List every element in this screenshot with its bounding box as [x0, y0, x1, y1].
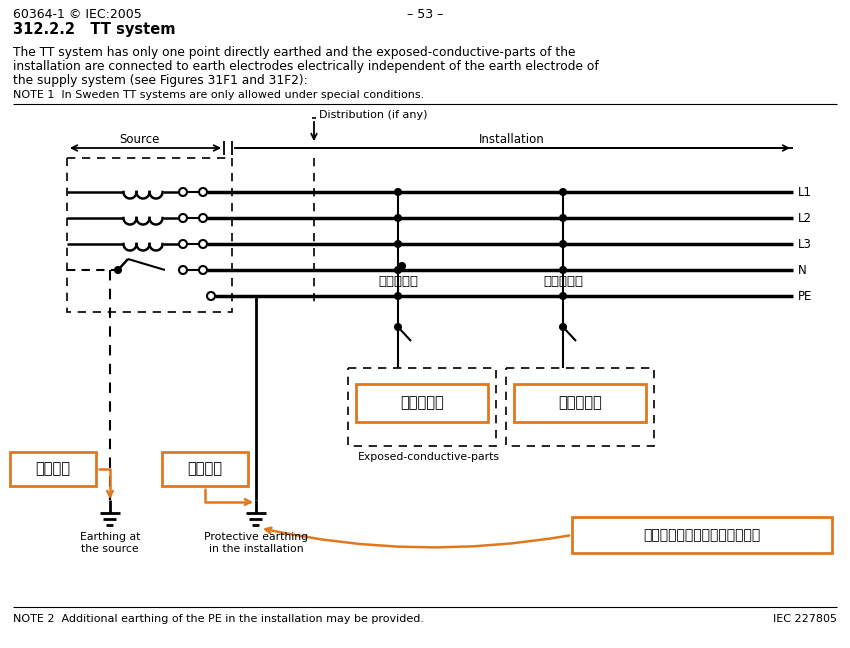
FancyBboxPatch shape: [162, 452, 248, 486]
Text: N: N: [798, 264, 807, 277]
Text: L2: L2: [798, 211, 812, 224]
Circle shape: [395, 267, 401, 273]
Circle shape: [560, 293, 566, 299]
FancyBboxPatch shape: [356, 384, 488, 422]
Circle shape: [395, 293, 401, 299]
FancyBboxPatch shape: [10, 452, 96, 486]
Text: 用电设备２: 用电设备２: [558, 395, 602, 410]
Circle shape: [115, 267, 121, 273]
Bar: [348, 368, 496, 446]
Text: NOTE 2  Additional earthing of the PE in the installation may be provided.: NOTE 2 Additional earthing of the PE in …: [13, 614, 424, 624]
Text: 用电设备１: 用电设备１: [400, 395, 444, 410]
Circle shape: [395, 215, 401, 221]
Text: Protective earthing
in the installation: Protective earthing in the installation: [204, 532, 308, 553]
Circle shape: [560, 241, 566, 247]
Circle shape: [560, 267, 566, 273]
Text: The TT system has only one point directly earthed and the exposed-conductive-par: The TT system has only one point directl…: [13, 46, 575, 59]
Circle shape: [179, 240, 187, 248]
Text: Source: Source: [119, 133, 159, 146]
Text: 保护接地: 保护接地: [188, 461, 223, 476]
Text: NOTE 1  In Sweden TT systems are only allowed under special conditions.: NOTE 1 In Sweden TT systems are only all…: [13, 90, 424, 100]
Text: Distribution (if any): Distribution (if any): [319, 110, 428, 120]
Circle shape: [179, 188, 187, 196]
Circle shape: [179, 266, 187, 274]
Text: 用电设备１: 用电设备１: [378, 275, 418, 288]
Bar: [506, 368, 654, 446]
Circle shape: [199, 240, 207, 248]
Text: PE: PE: [798, 290, 813, 303]
Text: L1: L1: [798, 185, 812, 198]
Circle shape: [560, 324, 566, 330]
Circle shape: [199, 214, 207, 222]
Text: Installation: Installation: [479, 133, 545, 146]
Text: 312.2.2   TT system: 312.2.2 TT system: [13, 22, 175, 37]
Circle shape: [560, 215, 566, 221]
Text: 工作接地: 工作接地: [36, 461, 71, 476]
Text: Exposed-conductive-parts: Exposed-conductive-parts: [358, 452, 500, 462]
Circle shape: [560, 189, 566, 195]
Text: the supply system (see Figures 31F1 and 31F2):: the supply system (see Figures 31F1 and …: [13, 74, 308, 87]
Circle shape: [199, 188, 207, 196]
Circle shape: [395, 189, 401, 195]
Bar: [67, 158, 232, 312]
Circle shape: [207, 292, 215, 300]
Text: 60364-1 © IEC:2005: 60364-1 © IEC:2005: [13, 8, 142, 21]
Text: installation are connected to earth electrodes electrically independent of the e: installation are connected to earth elec…: [13, 60, 598, 73]
FancyBboxPatch shape: [572, 517, 832, 553]
Circle shape: [399, 263, 405, 269]
Circle shape: [395, 241, 401, 247]
Text: 用电设备２: 用电设备２: [543, 275, 583, 288]
Circle shape: [395, 324, 401, 330]
Text: 用电负载共用保护接地的接地极: 用电负载共用保护接地的接地极: [643, 528, 761, 542]
Circle shape: [179, 214, 187, 222]
Text: Earthing at
the source: Earthing at the source: [80, 532, 140, 553]
Text: IEC 227805: IEC 227805: [773, 614, 837, 624]
Text: L3: L3: [798, 238, 812, 251]
FancyBboxPatch shape: [514, 384, 646, 422]
Circle shape: [199, 266, 207, 274]
Text: – 53 –: – 53 –: [407, 8, 443, 21]
